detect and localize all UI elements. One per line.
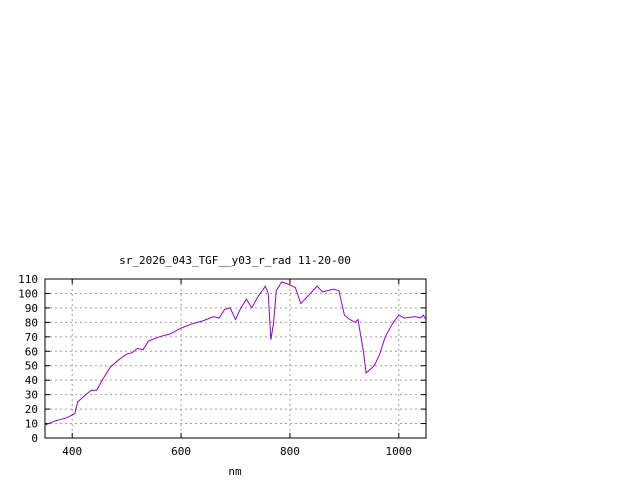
y-tick-label: 0 bbox=[31, 432, 38, 445]
y-tick-label: 20 bbox=[25, 403, 38, 416]
x-tick-label: 600 bbox=[171, 445, 191, 458]
chart-title: sr_2026_043_TGF__y03_r_rad 11-20-00 bbox=[119, 254, 351, 267]
y-tick-label: 70 bbox=[25, 331, 38, 344]
grid bbox=[45, 279, 426, 438]
y-tick-label: 40 bbox=[25, 374, 38, 387]
y-tick-label: 80 bbox=[25, 316, 38, 329]
series-line bbox=[44, 281, 427, 426]
y-tick-label: 90 bbox=[25, 302, 38, 315]
x-tick-label: 1000 bbox=[386, 445, 413, 458]
y-tick-label: 30 bbox=[25, 389, 38, 402]
y-tick-label: 60 bbox=[25, 345, 38, 358]
y-tick-label: 100 bbox=[18, 287, 38, 300]
y-tick-label: 50 bbox=[25, 360, 38, 373]
x-tick-label: 400 bbox=[62, 445, 82, 458]
plot-border bbox=[44, 278, 427, 439]
y-tick-label: 110 bbox=[18, 273, 38, 286]
y-tick-label: 10 bbox=[25, 418, 38, 431]
x-axis-label: nm bbox=[228, 465, 242, 478]
x-tick-label: 800 bbox=[280, 445, 300, 458]
